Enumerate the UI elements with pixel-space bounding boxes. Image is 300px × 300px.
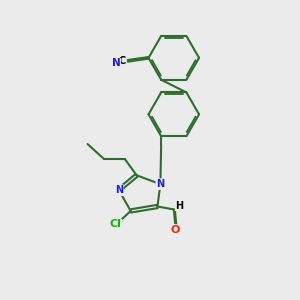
Text: Cl: Cl xyxy=(110,219,122,229)
Text: N: N xyxy=(156,179,164,189)
Text: N: N xyxy=(112,58,121,68)
Text: C: C xyxy=(119,56,126,65)
Text: H: H xyxy=(175,201,183,211)
Text: N: N xyxy=(115,185,123,195)
Text: O: O xyxy=(171,225,180,235)
